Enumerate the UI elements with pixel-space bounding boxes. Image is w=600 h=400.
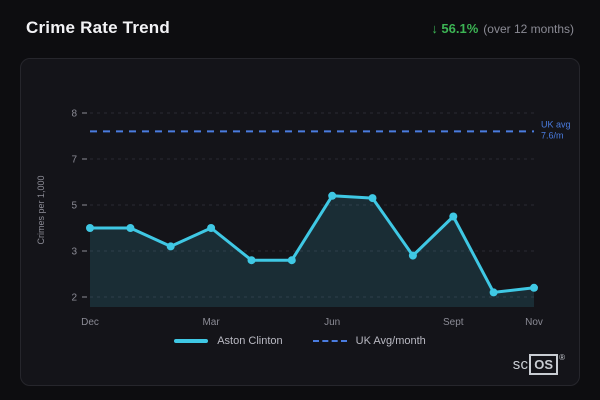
header: Crime Rate Trend ↓ 56.1% (over 12 months… bbox=[0, 0, 600, 48]
logo-prefix: sc bbox=[512, 356, 529, 373]
dashed-line-marker-icon bbox=[312, 340, 347, 342]
series-line bbox=[88, 194, 536, 294]
trend-period-label: (over 12 months) bbox=[483, 21, 574, 36]
trend-delta-badge: ↓ 56.1% bbox=[431, 20, 479, 36]
y-tick-label: 3 bbox=[71, 247, 77, 258]
data-point[interactable] bbox=[449, 212, 458, 221]
solid-line-marker-icon bbox=[174, 339, 209, 343]
logo-box: OS bbox=[529, 354, 559, 375]
x-tick-label: Mar bbox=[202, 317, 220, 328]
legend-label: Aston Clinton bbox=[217, 335, 283, 347]
y-tick-label: 2 bbox=[71, 293, 77, 304]
data-point[interactable] bbox=[530, 283, 538, 292]
data-point[interactable] bbox=[489, 288, 498, 297]
y-tick-label: 8 bbox=[71, 109, 77, 120]
x-tick-label: Sept bbox=[443, 317, 464, 328]
crime-trend-chart: 8 7 5 3 2 Dec Mar Jun Sept Nov Crimes per 1,000 UK … bbox=[36, 109, 571, 329]
data-point[interactable] bbox=[86, 224, 94, 232]
data-point[interactable] bbox=[247, 256, 256, 265]
trend-summary: ↓ 56.1% (over 12 months) bbox=[431, 21, 574, 36]
uk-avg-label: 7.6/m bbox=[541, 130, 564, 140]
x-tick-label: Jun bbox=[324, 317, 340, 328]
uk-avg-label: UK avg bbox=[541, 119, 571, 129]
data-point[interactable] bbox=[126, 224, 135, 232]
x-tick-label: Nov bbox=[525, 317, 543, 328]
legend-item-aston-clinton[interactable]: Aston Clinton bbox=[174, 335, 283, 347]
series-area bbox=[90, 195, 534, 307]
chart-legend: Aston Clinton UK Avg/month bbox=[21, 335, 579, 347]
y-tick-label: 7 bbox=[71, 155, 77, 166]
y-tick-label: 5 bbox=[71, 201, 77, 212]
legend-label: UK Avg/month bbox=[355, 335, 426, 347]
legend-item-uk-avg[interactable]: UK Avg/month bbox=[312, 335, 426, 347]
scos-logo: sc OS ® bbox=[512, 353, 565, 375]
y-axis-title: Crimes per 1,000 bbox=[36, 175, 46, 244]
x-tick-label: Dec bbox=[81, 317, 99, 328]
data-point[interactable] bbox=[287, 256, 296, 265]
data-point[interactable] bbox=[368, 194, 377, 203]
registered-mark-icon: ® bbox=[559, 353, 565, 362]
data-point[interactable] bbox=[408, 251, 417, 260]
page-title: Crime Rate Trend bbox=[26, 18, 170, 37]
chart-card: 8 7 5 3 2 Dec Mar Jun Sept Nov Crimes per 1,000 UK … bbox=[20, 58, 580, 386]
data-point[interactable] bbox=[166, 242, 175, 251]
data-point[interactable] bbox=[328, 191, 337, 200]
data-point[interactable] bbox=[207, 224, 216, 232]
